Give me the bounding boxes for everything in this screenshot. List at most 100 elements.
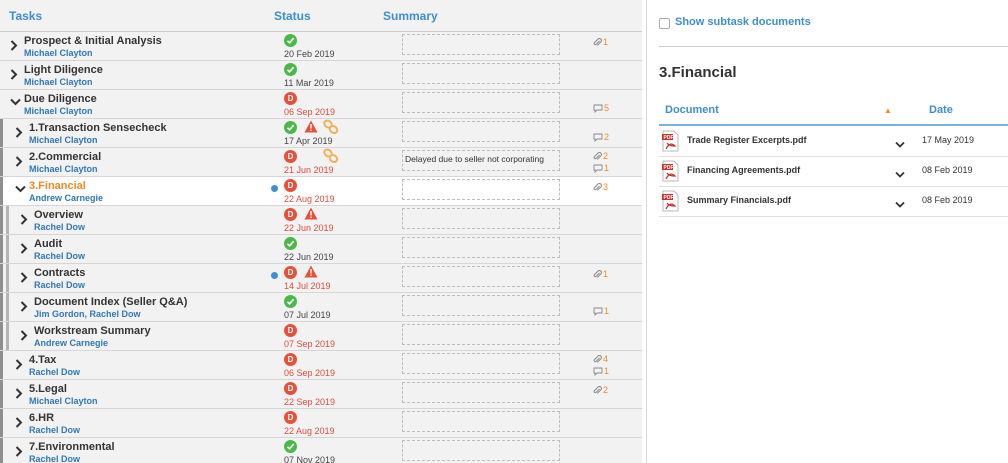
- date-column-header[interactable]: Date: [929, 104, 953, 116]
- task-owner[interactable]: Rachel Dow: [29, 425, 81, 435]
- attachment-count[interactable]: 2: [593, 151, 608, 161]
- warning-icon[interactable]: [304, 120, 318, 133]
- task-owner[interactable]: Andrew Carnegie: [34, 338, 109, 348]
- summary-field[interactable]: [402, 34, 560, 55]
- summary-field[interactable]: [402, 411, 560, 432]
- task-owner[interactable]: Michael Clayton: [24, 48, 93, 58]
- task-row[interactable]: 4.Tax Rachel Dow D 06 Sep 2019 4 1: [0, 351, 642, 380]
- status-complete-icon[interactable]: [284, 34, 297, 47]
- show-subtask-label[interactable]: Show subtask documents: [675, 16, 811, 28]
- task-title[interactable]: 2.Commercial: [29, 151, 102, 163]
- task-owner[interactable]: Michael Clayton: [29, 164, 98, 174]
- link-icon[interactable]: [322, 148, 340, 164]
- task-row[interactable]: 7.Environmental Rachel Dow 07 Nov 2019: [0, 438, 642, 463]
- task-row[interactable]: Light Diligence Michael Clayton 11 Mar 201…: [0, 61, 642, 90]
- status-complete-icon[interactable]: [284, 121, 297, 134]
- task-row[interactable]: Contracts Rachel Dow D 14 Jul 2019 1: [0, 264, 642, 293]
- comment-count[interactable]: 1: [593, 163, 609, 173]
- status-due-icon[interactable]: D: [284, 324, 297, 337]
- task-title[interactable]: 5.Legal: [29, 383, 67, 395]
- column-header-summary[interactable]: Summary: [383, 9, 438, 23]
- task-owner[interactable]: Jim Gordon, Rachel Dow: [34, 309, 141, 319]
- column-header-tasks[interactable]: Tasks: [9, 9, 43, 23]
- task-row[interactable]: Audit Rachel Dow 22 Jun 2019: [0, 235, 642, 264]
- chevron-right-icon[interactable]: [15, 359, 25, 371]
- task-title[interactable]: Workstream Summary: [34, 325, 151, 337]
- task-owner[interactable]: Michael Clayton: [29, 396, 98, 406]
- summary-field[interactable]: [402, 353, 560, 374]
- task-row[interactable]: Overview Rachel Dow D 22 Jun 2019: [0, 206, 642, 235]
- chevron-right-icon[interactable]: [15, 127, 25, 139]
- status-complete-icon[interactable]: [284, 237, 297, 250]
- task-row[interactable]: Document Index (Seller Q&A) Jim Gordon, R…: [0, 293, 642, 322]
- task-row[interactable]: Prospect & Initial Analysis Michael Clayt…: [0, 32, 642, 61]
- column-header-status[interactable]: Status: [274, 9, 311, 23]
- link-icon[interactable]: [322, 119, 340, 135]
- comment-count[interactable]: 1: [593, 306, 609, 316]
- chevron-right-icon[interactable]: [20, 301, 30, 313]
- summary-field[interactable]: [402, 63, 560, 84]
- sort-ascending-icon[interactable]: ▲: [884, 106, 892, 115]
- comment-count[interactable]: 5: [593, 103, 609, 113]
- comment-count[interactable]: 1: [593, 366, 609, 376]
- document-row[interactable]: PDF Summary Financials.pdf 08 Feb 2019: [659, 187, 1008, 217]
- status-complete-icon[interactable]: [284, 440, 297, 453]
- chevron-right-icon[interactable]: [10, 40, 20, 52]
- document-row[interactable]: PDF Trade Register Excerpts.pdf 17 May 201…: [659, 127, 1008, 157]
- task-owner[interactable]: Andrew Carnegie: [29, 193, 104, 203]
- document-name[interactable]: Trade Register Excerpts.pdf: [687, 135, 807, 145]
- summary-field[interactable]: [402, 382, 560, 403]
- task-owner[interactable]: Rachel Dow: [34, 222, 86, 232]
- summary-field[interactable]: [402, 324, 560, 345]
- task-owner[interactable]: Michael Clayton: [24, 106, 93, 116]
- status-complete-icon[interactable]: [284, 63, 297, 76]
- task-title[interactable]: Overview: [34, 209, 83, 221]
- chevron-right-icon[interactable]: [15, 417, 25, 429]
- document-column-header[interactable]: Document: [665, 104, 719, 116]
- attachment-count[interactable]: 3: [593, 182, 608, 192]
- task-title[interactable]: 4.Tax: [29, 354, 57, 366]
- document-row[interactable]: PDF Financing Agreements.pdf 08 Feb 2019: [659, 157, 1008, 187]
- task-row[interactable]: 1.Transaction Sensecheck Michael Clayton 1…: [0, 119, 642, 148]
- chevron-right-icon[interactable]: [10, 69, 20, 81]
- comment-count[interactable]: 2: [593, 132, 609, 142]
- summary-field[interactable]: [402, 92, 560, 113]
- chevron-down-icon[interactable]: [10, 98, 21, 110]
- summary-field[interactable]: [402, 208, 560, 229]
- task-title[interactable]: 7.Environmental: [29, 441, 115, 453]
- chevron-right-icon[interactable]: [15, 156, 25, 168]
- summary-field[interactable]: [402, 237, 560, 258]
- task-title[interactable]: Due Diligence: [24, 93, 97, 105]
- status-complete-icon[interactable]: [284, 295, 297, 308]
- summary-field[interactable]: Delayed due to seller not corporating: [402, 150, 560, 171]
- task-title[interactable]: Contracts: [34, 267, 86, 279]
- task-owner[interactable]: Rachel Dow: [29, 367, 81, 377]
- status-due-icon[interactable]: D: [284, 382, 297, 395]
- summary-field[interactable]: [402, 266, 560, 287]
- pane-divider[interactable]: [646, 0, 647, 463]
- task-title[interactable]: Document Index (Seller Q&A): [34, 296, 188, 308]
- task-title[interactable]: Prospect & Initial Analysis: [24, 35, 162, 47]
- chevron-down-icon[interactable]: [15, 185, 26, 197]
- attachment-count[interactable]: 2: [593, 385, 608, 395]
- chevron-right-icon[interactable]: [20, 243, 30, 255]
- summary-field[interactable]: [402, 440, 560, 461]
- task-row[interactable]: 2.Commercial Michael Clayton D 21 Jun 2019 D…: [0, 148, 642, 177]
- status-due-icon[interactable]: D: [284, 179, 297, 192]
- attachment-count[interactable]: 1: [593, 37, 608, 47]
- status-due-icon[interactable]: D: [284, 150, 297, 163]
- chevron-down-icon[interactable]: [895, 136, 905, 148]
- task-title[interactable]: Light Diligence: [24, 64, 103, 76]
- status-due-icon[interactable]: D: [284, 411, 297, 424]
- task-row[interactable]: 3.Financial Andrew Carnegie D 22 Aug 2019 3: [0, 177, 642, 206]
- task-title[interactable]: 3.Financial: [29, 180, 86, 192]
- task-owner[interactable]: Rachel Dow: [34, 280, 86, 290]
- summary-field[interactable]: [402, 121, 560, 142]
- status-due-icon[interactable]: D: [284, 208, 297, 221]
- status-due-icon[interactable]: D: [284, 266, 297, 279]
- chevron-down-icon[interactable]: [895, 166, 905, 178]
- warning-icon[interactable]: [304, 207, 318, 220]
- task-title[interactable]: Audit: [34, 238, 63, 250]
- status-due-icon[interactable]: D: [284, 92, 297, 105]
- chevron-right-icon[interactable]: [15, 446, 25, 458]
